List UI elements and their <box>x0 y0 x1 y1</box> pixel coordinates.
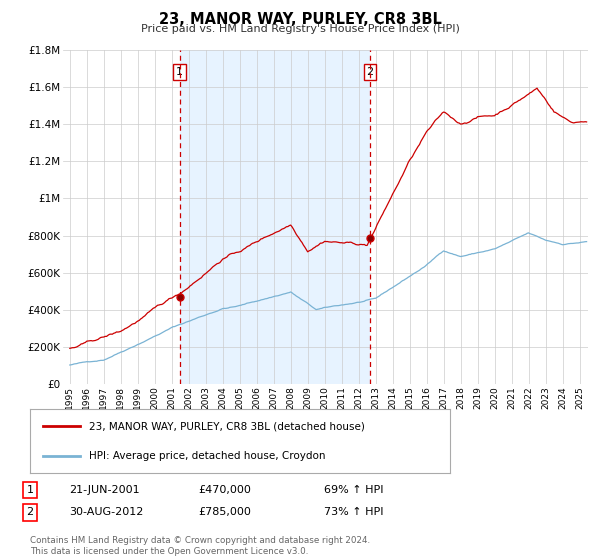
Text: 1: 1 <box>176 67 183 77</box>
Text: 73% ↑ HPI: 73% ↑ HPI <box>324 507 383 517</box>
Text: 23, MANOR WAY, PURLEY, CR8 3BL: 23, MANOR WAY, PURLEY, CR8 3BL <box>158 12 442 27</box>
Bar <box>180 50 370 384</box>
Text: 21-JUN-2001: 21-JUN-2001 <box>69 485 140 495</box>
Text: 30-AUG-2012: 30-AUG-2012 <box>69 507 143 517</box>
Text: 69% ↑ HPI: 69% ↑ HPI <box>324 485 383 495</box>
Text: 2: 2 <box>26 507 34 517</box>
Text: £470,000: £470,000 <box>198 485 251 495</box>
Text: Contains HM Land Registry data © Crown copyright and database right 2024.
This d: Contains HM Land Registry data © Crown c… <box>30 536 370 556</box>
Text: HPI: Average price, detached house, Croydon: HPI: Average price, detached house, Croy… <box>89 451 325 461</box>
Text: 2: 2 <box>366 67 373 77</box>
Text: 1: 1 <box>26 485 34 495</box>
Text: Price paid vs. HM Land Registry's House Price Index (HPI): Price paid vs. HM Land Registry's House … <box>140 24 460 34</box>
Text: 23, MANOR WAY, PURLEY, CR8 3BL (detached house): 23, MANOR WAY, PURLEY, CR8 3BL (detached… <box>89 421 365 431</box>
Text: £785,000: £785,000 <box>198 507 251 517</box>
